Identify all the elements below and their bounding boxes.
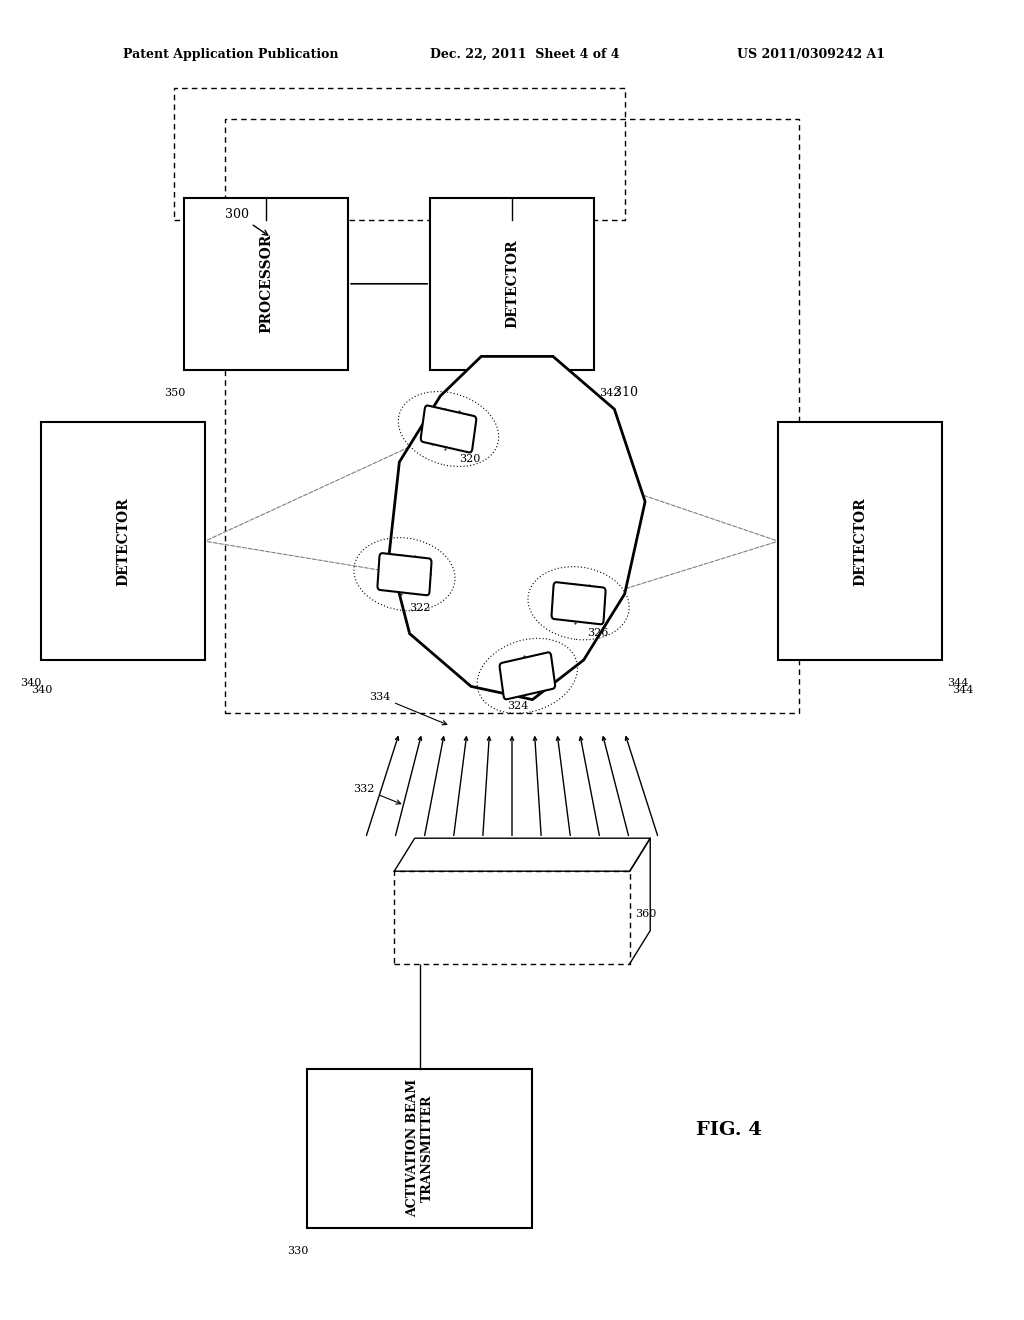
Text: 320: 320: [459, 454, 480, 465]
Polygon shape: [389, 356, 645, 700]
Text: 300: 300: [225, 207, 268, 235]
Text: 360: 360: [635, 909, 656, 920]
Text: Patent Application Publication: Patent Application Publication: [123, 48, 338, 61]
Text: FIG. 4: FIG. 4: [696, 1121, 762, 1139]
Text: DETECTOR: DETECTOR: [116, 496, 130, 586]
Text: 340: 340: [20, 678, 42, 689]
Text: 350: 350: [164, 388, 185, 399]
FancyBboxPatch shape: [184, 198, 348, 370]
FancyBboxPatch shape: [500, 652, 555, 700]
FancyBboxPatch shape: [394, 871, 630, 964]
FancyBboxPatch shape: [378, 553, 431, 595]
FancyBboxPatch shape: [778, 422, 942, 660]
Text: 324: 324: [507, 701, 528, 711]
Text: 334: 334: [369, 692, 446, 725]
Text: 326: 326: [587, 628, 608, 639]
Text: US 2011/0309242 A1: US 2011/0309242 A1: [737, 48, 886, 61]
Text: 344: 344: [947, 678, 969, 689]
FancyBboxPatch shape: [41, 422, 205, 660]
Text: 330: 330: [287, 1246, 308, 1257]
Text: 342: 342: [599, 388, 621, 399]
Text: 322: 322: [410, 603, 431, 614]
FancyBboxPatch shape: [307, 1069, 532, 1228]
Text: 344: 344: [952, 685, 974, 696]
FancyBboxPatch shape: [552, 582, 605, 624]
Text: 340: 340: [31, 685, 52, 696]
Text: PROCESSOR: PROCESSOR: [259, 234, 273, 334]
Text: DETECTOR: DETECTOR: [853, 496, 867, 586]
Text: 310: 310: [614, 385, 638, 399]
FancyBboxPatch shape: [430, 198, 594, 370]
Text: ACTIVATION BEAM
TRANSMITTER: ACTIVATION BEAM TRANSMITTER: [406, 1080, 434, 1217]
Text: 332: 332: [353, 784, 400, 804]
Text: Dec. 22, 2011  Sheet 4 of 4: Dec. 22, 2011 Sheet 4 of 4: [430, 48, 620, 61]
Text: DETECTOR: DETECTOR: [505, 239, 519, 329]
FancyBboxPatch shape: [421, 405, 476, 453]
